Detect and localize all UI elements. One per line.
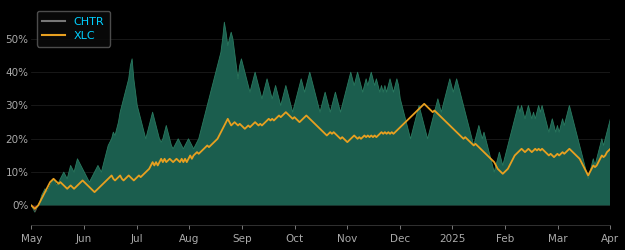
Legend: CHTR, XLC: CHTR, XLC xyxy=(37,11,110,47)
